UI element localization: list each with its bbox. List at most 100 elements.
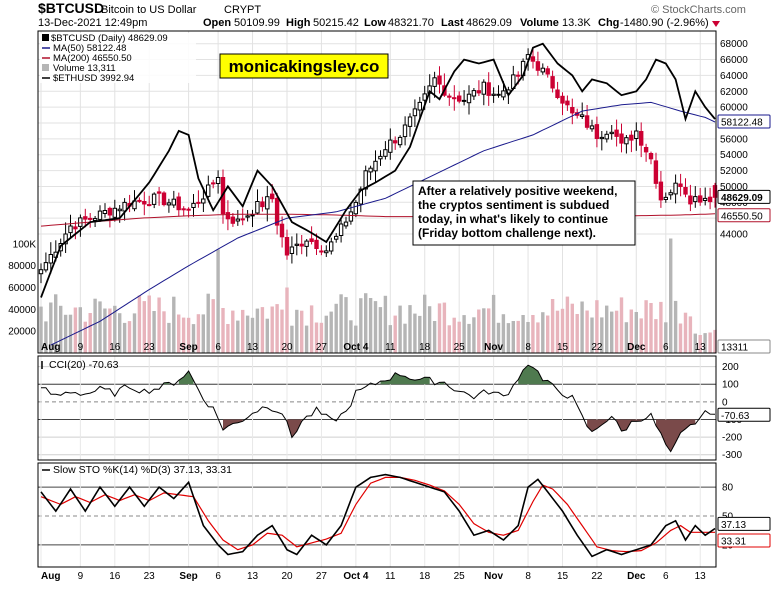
cci-fill-region	[223, 419, 243, 431]
candle-body	[688, 195, 693, 205]
candle-body	[215, 177, 221, 184]
volume-bar	[629, 309, 633, 353]
volume-bar	[93, 298, 97, 353]
candle-body	[501, 90, 506, 98]
candle-body	[614, 129, 619, 137]
candle-body	[92, 218, 98, 222]
volume-bar	[418, 315, 422, 353]
candle-body	[97, 210, 103, 220]
volume-bar	[703, 333, 707, 353]
candle-body	[437, 75, 442, 85]
volume-bars	[39, 238, 717, 353]
legend-eth: $ETHUSD 3992.94	[53, 73, 134, 84]
volume-bar	[398, 305, 402, 353]
low-label: Low	[364, 17, 386, 29]
volume-bar	[68, 314, 73, 353]
volume-bar	[673, 300, 678, 353]
candle-body	[161, 192, 167, 206]
volume-bar	[452, 317, 456, 353]
volume-bar	[639, 318, 643, 353]
volume-bar	[167, 322, 171, 353]
sto-panel-grid	[38, 463, 716, 567]
price-y-tick: 52000	[720, 166, 748, 177]
cci-last-label-box	[717, 407, 771, 422]
candle-body	[274, 197, 280, 226]
sto-d-line	[40, 476, 715, 553]
candle-body	[594, 124, 600, 139]
candle-body	[270, 193, 275, 200]
volume-bar	[354, 325, 358, 353]
candle-body	[629, 134, 634, 141]
volume-bar	[280, 309, 284, 353]
sto-x-tick: 8	[525, 571, 531, 582]
volume-label: Volume	[520, 17, 559, 29]
candle-body	[555, 89, 560, 98]
volume-bar	[678, 323, 683, 353]
volume-bar	[147, 295, 151, 353]
volume-bar	[63, 314, 68, 353]
candle-body	[348, 211, 354, 222]
volume-bar	[506, 323, 511, 353]
candle-body	[255, 201, 260, 214]
price-x-tick: Aug	[41, 342, 60, 353]
volume-bar	[162, 311, 166, 353]
sto-x-tick: Dec	[627, 571, 646, 582]
last-value: 48629.09	[466, 17, 512, 29]
candle-body	[48, 254, 53, 264]
candle-body	[324, 250, 329, 254]
high-value: 50215.42	[313, 17, 359, 29]
ma50-last-label: 58122.48	[721, 118, 763, 129]
volume-bar	[378, 307, 383, 353]
price-x-tick: 27	[316, 342, 328, 353]
volume-bar	[708, 332, 712, 353]
volume-bar	[713, 329, 717, 353]
volume-bar	[226, 324, 230, 353]
volume-bar	[654, 319, 658, 353]
legend-btc: $BTCUSD (Daily) 48629.09	[51, 33, 168, 44]
sto-x-tick: 22	[591, 571, 603, 582]
candle-body	[289, 246, 295, 254]
candle-body	[619, 133, 624, 144]
candle-body	[107, 207, 113, 216]
volume-bar	[127, 321, 132, 353]
volume-bar	[132, 313, 137, 353]
ma50-line	[50, 101, 716, 346]
chg-down-arrow-icon	[712, 21, 720, 27]
candle-body	[73, 226, 78, 230]
candle-body	[329, 241, 334, 252]
volume-bar	[265, 318, 269, 353]
volume-bar	[137, 295, 142, 353]
volume-bar	[546, 315, 550, 353]
volume-bar	[634, 312, 638, 353]
price-last-label: 48629.09	[721, 193, 763, 204]
candle-body	[314, 239, 319, 250]
price-x-tick: 13	[695, 342, 707, 353]
ma200-last-label-box	[717, 208, 771, 223]
sto-d-last-label-box	[717, 533, 771, 548]
candle-body	[363, 170, 368, 190]
candle-body	[343, 221, 349, 227]
sto-x-tick: 20	[281, 571, 293, 582]
candle-body	[397, 136, 403, 146]
sto-x-tick: Oct 4	[343, 571, 368, 582]
volume-y-tick: 60000	[8, 283, 36, 294]
volume-bar	[462, 315, 466, 353]
volume-bar	[427, 306, 432, 353]
volume-bar	[260, 307, 265, 353]
volume-bar	[614, 310, 619, 353]
volume-bar	[59, 305, 63, 353]
price-x-tick: 6	[663, 342, 669, 353]
candle-body	[707, 196, 713, 203]
candle-body	[338, 223, 344, 236]
volume-bar	[241, 309, 245, 353]
low-value: 48321.70	[388, 17, 434, 29]
volume-bar	[329, 311, 333, 353]
legend-volume-swatch	[42, 64, 49, 71]
candle-body	[196, 201, 201, 204]
chg-value: -1480.90 (-2.96%)	[620, 17, 709, 29]
price-x-tick: 11	[385, 342, 396, 353]
volume-bar	[191, 324, 196, 353]
price-legend-bg	[40, 33, 196, 83]
candle-body	[117, 208, 122, 212]
volume-bar	[98, 301, 102, 353]
